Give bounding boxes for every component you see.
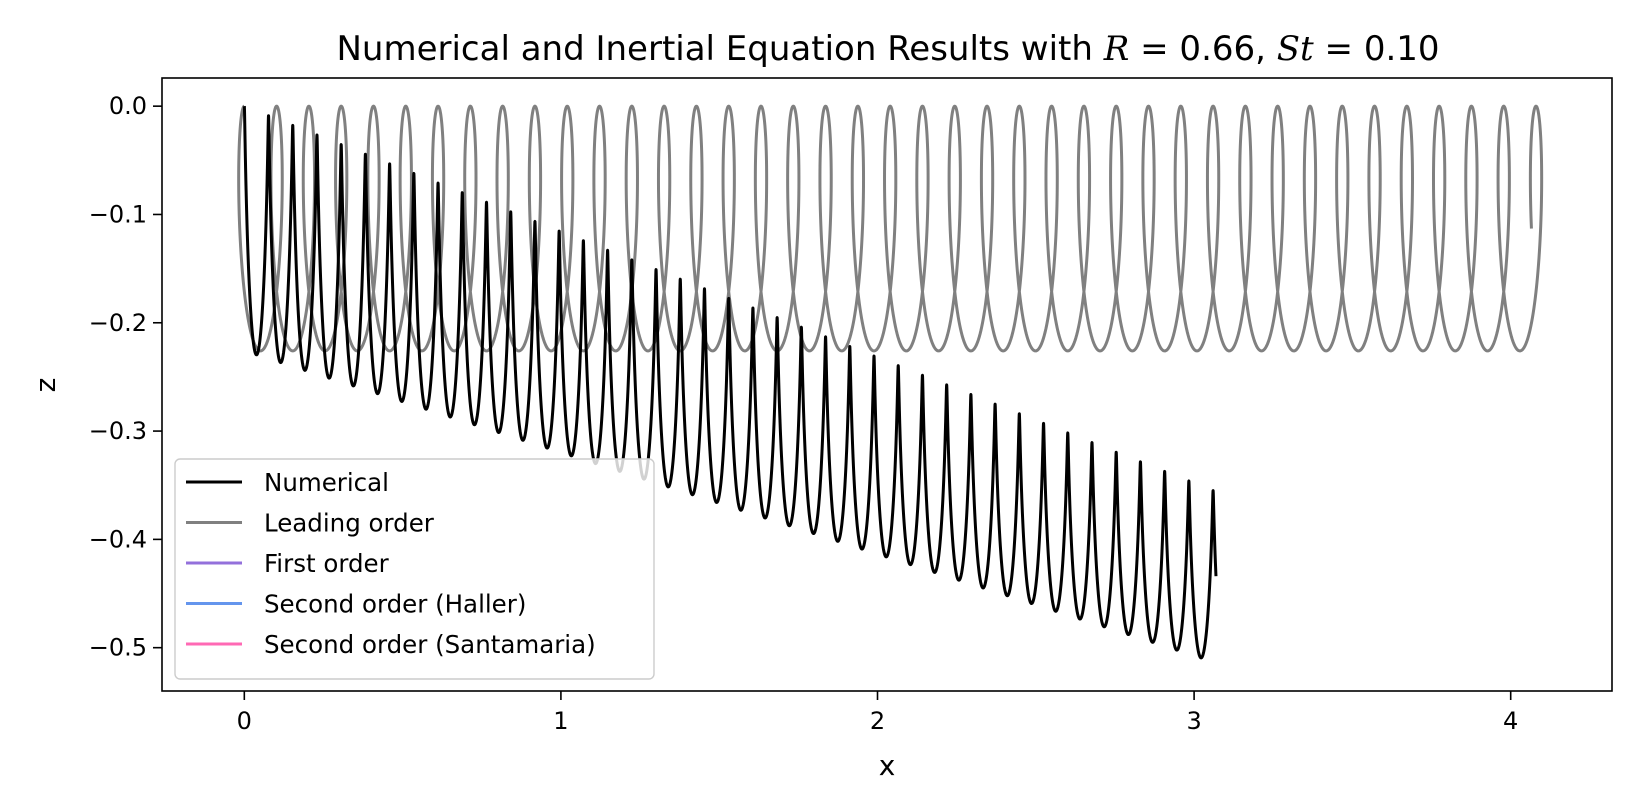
title-st-symbol: St [1277,29,1314,69]
y-tick-label: −0.4 [89,525,147,553]
legend-label: Leading order [264,509,435,538]
y-tick-label: −0.1 [89,200,147,228]
title-plain: Numerical and Inertial Equation Results … [336,29,1103,69]
series-line-leading-order [237,104,1544,353]
x-tick-label: 4 [1503,707,1518,735]
series-line-numerical [242,104,1218,660]
title-st-value: = 0.10 [1314,29,1440,69]
title-r-symbol: R [1103,29,1130,69]
x-tick-label: 1 [553,707,568,735]
y-tick-label: −0.3 [89,417,147,445]
x-tick-label: 3 [1186,707,1201,735]
legend-box [174,458,655,680]
y-tick-label: −0.5 [89,634,147,662]
x-tick-label: 2 [870,707,885,735]
legend-label: Second order (Santamaria) [264,630,596,659]
legend-label: Second order (Haller) [264,590,526,619]
legend: Numerical Leading order First order Second … [174,458,655,680]
y-axis: 0.0 −0.1 −0.2 −0.3 −0.4 −0.5 [89,92,162,662]
plot-frame [161,77,1613,692]
x-tick-label: 0 [237,707,252,735]
series-layer [237,104,1544,660]
y-tick-label: −0.2 [89,309,147,337]
legend-label: Numerical [264,468,389,497]
y-tick-label: 0.0 [109,92,147,120]
legend-label: First order [264,549,390,578]
y-axis-label: z [29,378,62,393]
x-axis-label: x [879,749,896,782]
x-axis: 0 1 2 3 4 [237,691,1518,735]
title-r-value: = 0.66, [1129,29,1276,69]
chart-title: Numerical and Inertial Equation Results … [336,29,1439,69]
